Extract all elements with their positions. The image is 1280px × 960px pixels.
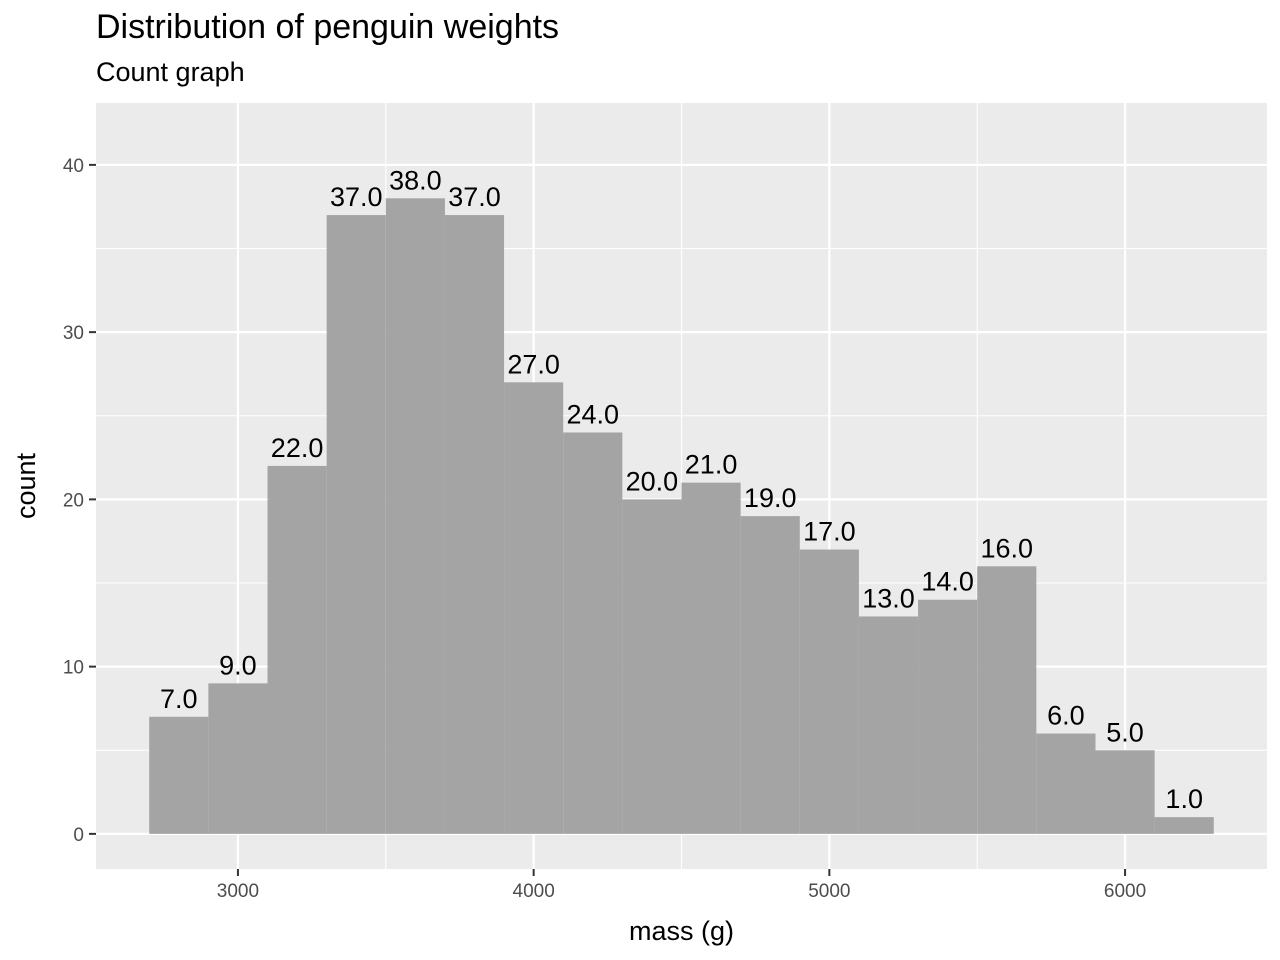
bar-value-label: 27.0 bbox=[507, 349, 560, 379]
histogram-bar bbox=[149, 716, 209, 834]
y-tick-label: 0 bbox=[73, 825, 84, 846]
bar-value-label: 38.0 bbox=[389, 165, 442, 195]
bars bbox=[149, 198, 1214, 834]
histogram-bar bbox=[799, 549, 859, 834]
bar-value-label: 17.0 bbox=[803, 517, 856, 547]
bar-value-label: 22.0 bbox=[271, 433, 324, 463]
bar-value-label: 9.0 bbox=[219, 650, 257, 680]
histogram-bar bbox=[858, 616, 919, 834]
histogram-bar bbox=[444, 215, 505, 834]
bar-value-label: 1.0 bbox=[1165, 784, 1203, 814]
histogram-bar bbox=[1095, 750, 1155, 834]
bar-value-label: 5.0 bbox=[1106, 717, 1144, 747]
histogram-bar bbox=[740, 516, 800, 834]
bar-value-label: 6.0 bbox=[1047, 701, 1085, 731]
histogram-bar bbox=[977, 566, 1037, 834]
y-tick-label: 10 bbox=[63, 658, 84, 679]
x-tick-label: 6000 bbox=[1104, 881, 1146, 902]
y-axis-title: count bbox=[11, 452, 41, 519]
y-tick-label: 20 bbox=[63, 490, 84, 511]
bar-value-label: 16.0 bbox=[980, 533, 1033, 563]
bar-value-label: 24.0 bbox=[567, 399, 620, 429]
x-tick-label: 4000 bbox=[513, 881, 555, 902]
x-tick-label: 3000 bbox=[217, 881, 259, 902]
chart-subtitle: Count graph bbox=[96, 57, 245, 87]
bar-value-label: 14.0 bbox=[921, 567, 974, 597]
bar-value-label: 21.0 bbox=[685, 450, 738, 480]
histogram-bar bbox=[504, 382, 564, 834]
histogram-bar bbox=[1036, 733, 1096, 834]
bar-value-label: 20.0 bbox=[626, 466, 679, 496]
histogram-bar bbox=[918, 599, 978, 834]
bar-value-label: 37.0 bbox=[448, 182, 501, 212]
histogram-bar bbox=[208, 683, 268, 834]
chart-title: Distribution of penguin weights bbox=[96, 8, 560, 46]
bar-value-label: 13.0 bbox=[862, 583, 915, 613]
x-axis-title: mass (g) bbox=[629, 916, 734, 946]
histogram-bar bbox=[385, 198, 445, 834]
histogram-bar bbox=[681, 482, 741, 834]
histogram-bar bbox=[267, 465, 327, 834]
bar-value-label: 19.0 bbox=[744, 483, 797, 513]
y-axis: 0 10 20 30 40 bbox=[63, 156, 96, 846]
bar-value-label: 7.0 bbox=[160, 684, 198, 714]
histogram-bar bbox=[1154, 817, 1214, 834]
y-tick-label: 40 bbox=[63, 156, 84, 177]
histogram-bar bbox=[563, 432, 623, 834]
histogram-bar bbox=[326, 215, 386, 834]
x-axis: 3000 4000 5000 6000 bbox=[217, 869, 1146, 902]
histogram-bar bbox=[622, 499, 682, 834]
x-tick-label: 5000 bbox=[808, 881, 850, 902]
bar-labels: 7.0 9.0 22.0 37.038.037.0 27.024.0 20.021.019… bbox=[160, 165, 1203, 814]
bar-value-label: 37.0 bbox=[330, 182, 383, 212]
y-tick-label: 30 bbox=[63, 323, 84, 344]
